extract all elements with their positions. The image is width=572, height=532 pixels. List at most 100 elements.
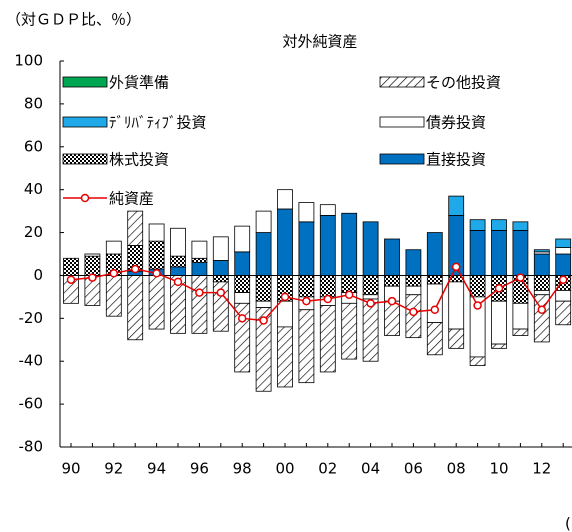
bar-segment — [319, 305, 336, 373]
net-point — [344, 290, 354, 299]
bar-segment — [555, 290, 572, 302]
bar-segment — [405, 285, 422, 296]
net-point — [66, 275, 76, 284]
bar-segment — [512, 230, 529, 276]
bar-segment — [191, 240, 208, 259]
bar-segment — [255, 232, 272, 276]
x-unit: ( — [565, 515, 571, 532]
bar-segment — [469, 230, 486, 276]
bar-segment — [319, 275, 336, 298]
bar-segment — [298, 275, 315, 298]
bar-segment — [426, 275, 443, 285]
x-tick-label: 94 — [147, 460, 166, 478]
x-tick-label: 92 — [104, 460, 123, 478]
bar-segment — [212, 275, 229, 283]
bar-segment — [84, 253, 101, 257]
bar-segment — [405, 294, 422, 339]
net-point — [216, 288, 226, 297]
bar-segment — [533, 294, 550, 343]
bar-segment — [170, 227, 186, 257]
x-tick-label: 06 — [404, 460, 423, 478]
y-tick-label: -40 — [19, 352, 44, 370]
bar-segment — [469, 219, 486, 231]
bar-segment — [84, 255, 101, 276]
x-tick-label: 02 — [318, 460, 337, 478]
net-point — [494, 284, 504, 293]
y-tick-label: 20 — [24, 223, 43, 241]
bar-segment — [491, 300, 507, 345]
y-tick-label: -80 — [19, 438, 44, 456]
x-tick-label: 90 — [61, 460, 80, 478]
bar-segment — [533, 249, 550, 253]
bar-segment — [277, 189, 293, 210]
bar-segment — [405, 249, 422, 276]
net-point — [473, 301, 482, 310]
bar-segment — [448, 195, 465, 216]
bar-segment — [512, 221, 529, 231]
bar-segment — [384, 275, 400, 287]
bar-segment — [298, 309, 315, 384]
bar-segment — [405, 275, 422, 287]
x-tick-label: 98 — [233, 460, 252, 478]
y-tick-label: 100 — [14, 52, 43, 70]
net-point — [130, 264, 140, 274]
bar-segment — [362, 275, 379, 296]
legend-label: 純資産 — [109, 190, 154, 208]
net-point — [173, 277, 183, 287]
bar-segment — [362, 298, 379, 362]
x-tick-label: 08 — [447, 460, 466, 478]
net-point — [152, 269, 161, 278]
bar-segment — [362, 294, 379, 300]
bar-segment — [255, 210, 272, 233]
y-tick-label: -20 — [19, 309, 44, 327]
net-point — [323, 294, 333, 304]
x-tick-label: 96 — [190, 460, 209, 478]
bar-segment — [491, 343, 507, 349]
legend-label: 直接投資 — [426, 151, 486, 169]
x-tick-label: 10 — [489, 460, 508, 478]
bar-segment — [533, 275, 550, 291]
bar-segment — [191, 262, 208, 276]
bar-segment — [255, 307, 272, 392]
bar-segment — [170, 255, 186, 268]
net-point — [280, 292, 290, 302]
bar-segment — [533, 290, 550, 296]
legend-swatch — [379, 76, 425, 88]
x-tick-label: 12 — [532, 460, 551, 478]
y-axis-label: （対ＧＤＰ比、％） — [6, 11, 141, 29]
bar-segment — [555, 238, 572, 248]
bar-segment — [234, 275, 251, 294]
bar-segment — [105, 275, 122, 317]
legend-swatch — [62, 76, 108, 88]
bar-segment — [127, 275, 144, 341]
bar-segment — [255, 300, 272, 309]
net-point — [516, 273, 525, 282]
bar-segment — [512, 328, 529, 336]
bar-segment — [426, 232, 443, 276]
bar-segment — [384, 300, 400, 336]
net-point — [451, 262, 461, 272]
bar-segment — [127, 210, 144, 246]
bar-segment — [384, 238, 400, 276]
net-point — [109, 269, 119, 278]
net-point — [88, 273, 97, 282]
bar-segment — [148, 240, 165, 270]
bar-segment — [555, 253, 572, 276]
legend-swatch — [379, 153, 425, 165]
legend-label: その他投資 — [426, 74, 501, 92]
net-point — [558, 275, 568, 284]
bar-segment — [191, 257, 208, 263]
bar-segment — [341, 275, 358, 294]
bar-segment — [341, 302, 358, 360]
legend-swatch — [62, 153, 108, 165]
bar-segment — [469, 356, 486, 366]
bar-segment — [255, 275, 272, 302]
bar-segment — [63, 257, 79, 276]
bar-segment — [362, 221, 379, 276]
net-point — [259, 316, 268, 325]
bar-segment — [555, 300, 572, 326]
net-point — [430, 305, 440, 315]
net-point — [537, 305, 547, 315]
bar-segment — [277, 208, 293, 276]
